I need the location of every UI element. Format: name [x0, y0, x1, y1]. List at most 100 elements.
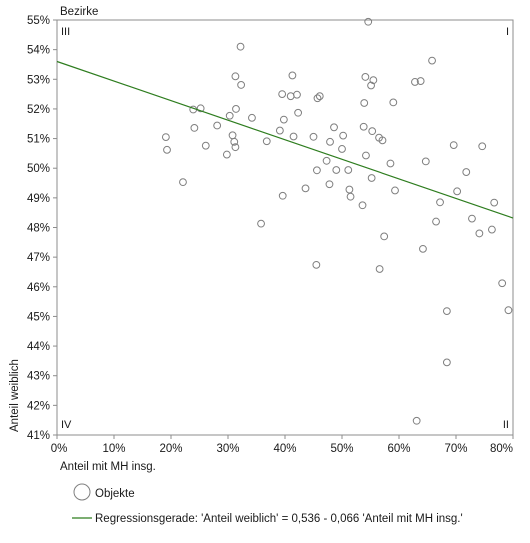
scatter-point	[359, 122, 368, 131]
scatter-point	[325, 180, 334, 189]
y-tick-label: 42%	[27, 400, 50, 412]
y-tick-label: 52%	[27, 104, 50, 116]
scatter-point	[326, 137, 334, 146]
y-tick-label: 55%	[27, 15, 50, 27]
scatter-point	[161, 133, 170, 141]
scatter-point	[332, 166, 341, 174]
scatter-point	[421, 157, 430, 166]
scatter-point	[230, 137, 239, 146]
scatter-point	[313, 166, 321, 175]
scatter-point	[196, 104, 205, 113]
scatter-point	[275, 126, 284, 135]
scatter-point	[368, 127, 377, 136]
scatter-point	[442, 358, 451, 367]
scatter-point	[309, 132, 318, 141]
scatter-point	[462, 168, 471, 176]
y-tick-label: 50%	[27, 163, 50, 175]
scatter-point	[228, 131, 237, 140]
scatter-point	[330, 123, 338, 132]
scatter-point	[301, 184, 310, 193]
scatter-point	[163, 145, 171, 154]
scatter-point	[262, 137, 271, 146]
scatter-point	[362, 151, 370, 160]
scatter-point	[478, 142, 487, 151]
scatter-point	[313, 94, 322, 103]
scatter-point	[279, 115, 288, 124]
quadrant-label-top-right: I	[506, 26, 509, 38]
scatter-point	[338, 145, 346, 153]
x-axis-title: Anteil mit MH insg.	[60, 461, 156, 473]
scatter-point	[346, 192, 355, 201]
scatter-point	[488, 225, 496, 234]
y-tick-label: 41%	[27, 430, 50, 442]
scatter-point	[391, 186, 399, 195]
y-tick-label: 45%	[27, 311, 50, 323]
y-tick-label: 47%	[27, 252, 50, 264]
scatter-point	[475, 229, 484, 238]
x-tick-label: 60%	[387, 443, 410, 455]
y-axis-ticks: 41% 42% 43% 44% 45% 46% 47% 48% 49% 50% 51% 52% 53% 5…	[27, 15, 57, 442]
scatter-point	[428, 56, 436, 65]
scatter-point	[190, 124, 199, 132]
scatter-point	[369, 76, 378, 85]
x-tick-label: 0%	[51, 443, 68, 455]
quadrant-label-bottom-left: IV	[61, 419, 72, 431]
quadrant-label-top-left: III	[61, 26, 70, 38]
scatter-point	[231, 143, 240, 152]
scatter-point	[412, 416, 421, 425]
x-tick-label: 10%	[102, 443, 125, 455]
scatter-point	[286, 92, 295, 101]
scatter-point	[236, 42, 245, 51]
scatter-point	[179, 178, 187, 187]
scatter-point	[237, 81, 246, 89]
scatter-point	[442, 307, 451, 315]
scatter-point	[436, 198, 444, 207]
scatter-point	[367, 81, 375, 90]
scatter-point	[289, 132, 298, 141]
x-tick-label: 20%	[159, 443, 182, 455]
scatter-point	[232, 105, 240, 113]
scatter-point	[361, 73, 370, 81]
scatter-point	[225, 111, 234, 120]
scatter-point	[315, 92, 324, 101]
scatter-point	[344, 166, 353, 174]
y-tick-label: 53%	[27, 74, 50, 86]
scatter-point	[288, 71, 297, 80]
legend-label-regression: Regressionsgerade: 'Anteil weiblich' = 0…	[95, 513, 463, 525]
scatter-point	[378, 136, 387, 145]
x-tick-label: 30%	[216, 443, 239, 455]
scatter-point	[231, 72, 240, 81]
scatter-point	[278, 90, 287, 99]
scatter-point	[386, 159, 395, 168]
scatter-point	[364, 17, 373, 26]
scatter-point	[504, 306, 513, 315]
y-tick-label: 54%	[27, 45, 50, 57]
x-tick-label: 70%	[444, 443, 467, 455]
y-tick-label: 49%	[27, 193, 50, 205]
scatter-point	[201, 141, 210, 150]
x-tick-label: 40%	[273, 443, 296, 455]
scatter-point	[358, 201, 367, 210]
scatter-point	[339, 131, 348, 140]
scatter-point	[468, 214, 476, 223]
y-tick-label: 51%	[27, 134, 50, 146]
regression-line	[56, 60, 514, 219]
scatter-point	[453, 187, 462, 196]
scatter-point	[375, 265, 384, 273]
scatter-point	[278, 191, 287, 200]
chart-title: Bezirke	[60, 6, 98, 18]
scatter-point	[312, 260, 321, 269]
x-tick-label: 80%	[490, 443, 513, 455]
scatter-point	[345, 185, 354, 194]
x-axis-ticks: 0% 10% 20% 30% 40% 50% 60% 70% 80%	[51, 435, 514, 455]
scatter-point	[222, 150, 231, 159]
y-tick-label: 46%	[27, 282, 50, 294]
scatter-point	[419, 244, 427, 253]
legend-label-objekte: Objekte	[95, 488, 135, 500]
scatter-point	[490, 198, 499, 207]
scatter-point	[257, 219, 265, 228]
scatter-point	[322, 156, 331, 165]
scatter-point	[293, 90, 301, 99]
scatter-point	[213, 121, 222, 130]
legend-circle-icon	[73, 483, 91, 501]
